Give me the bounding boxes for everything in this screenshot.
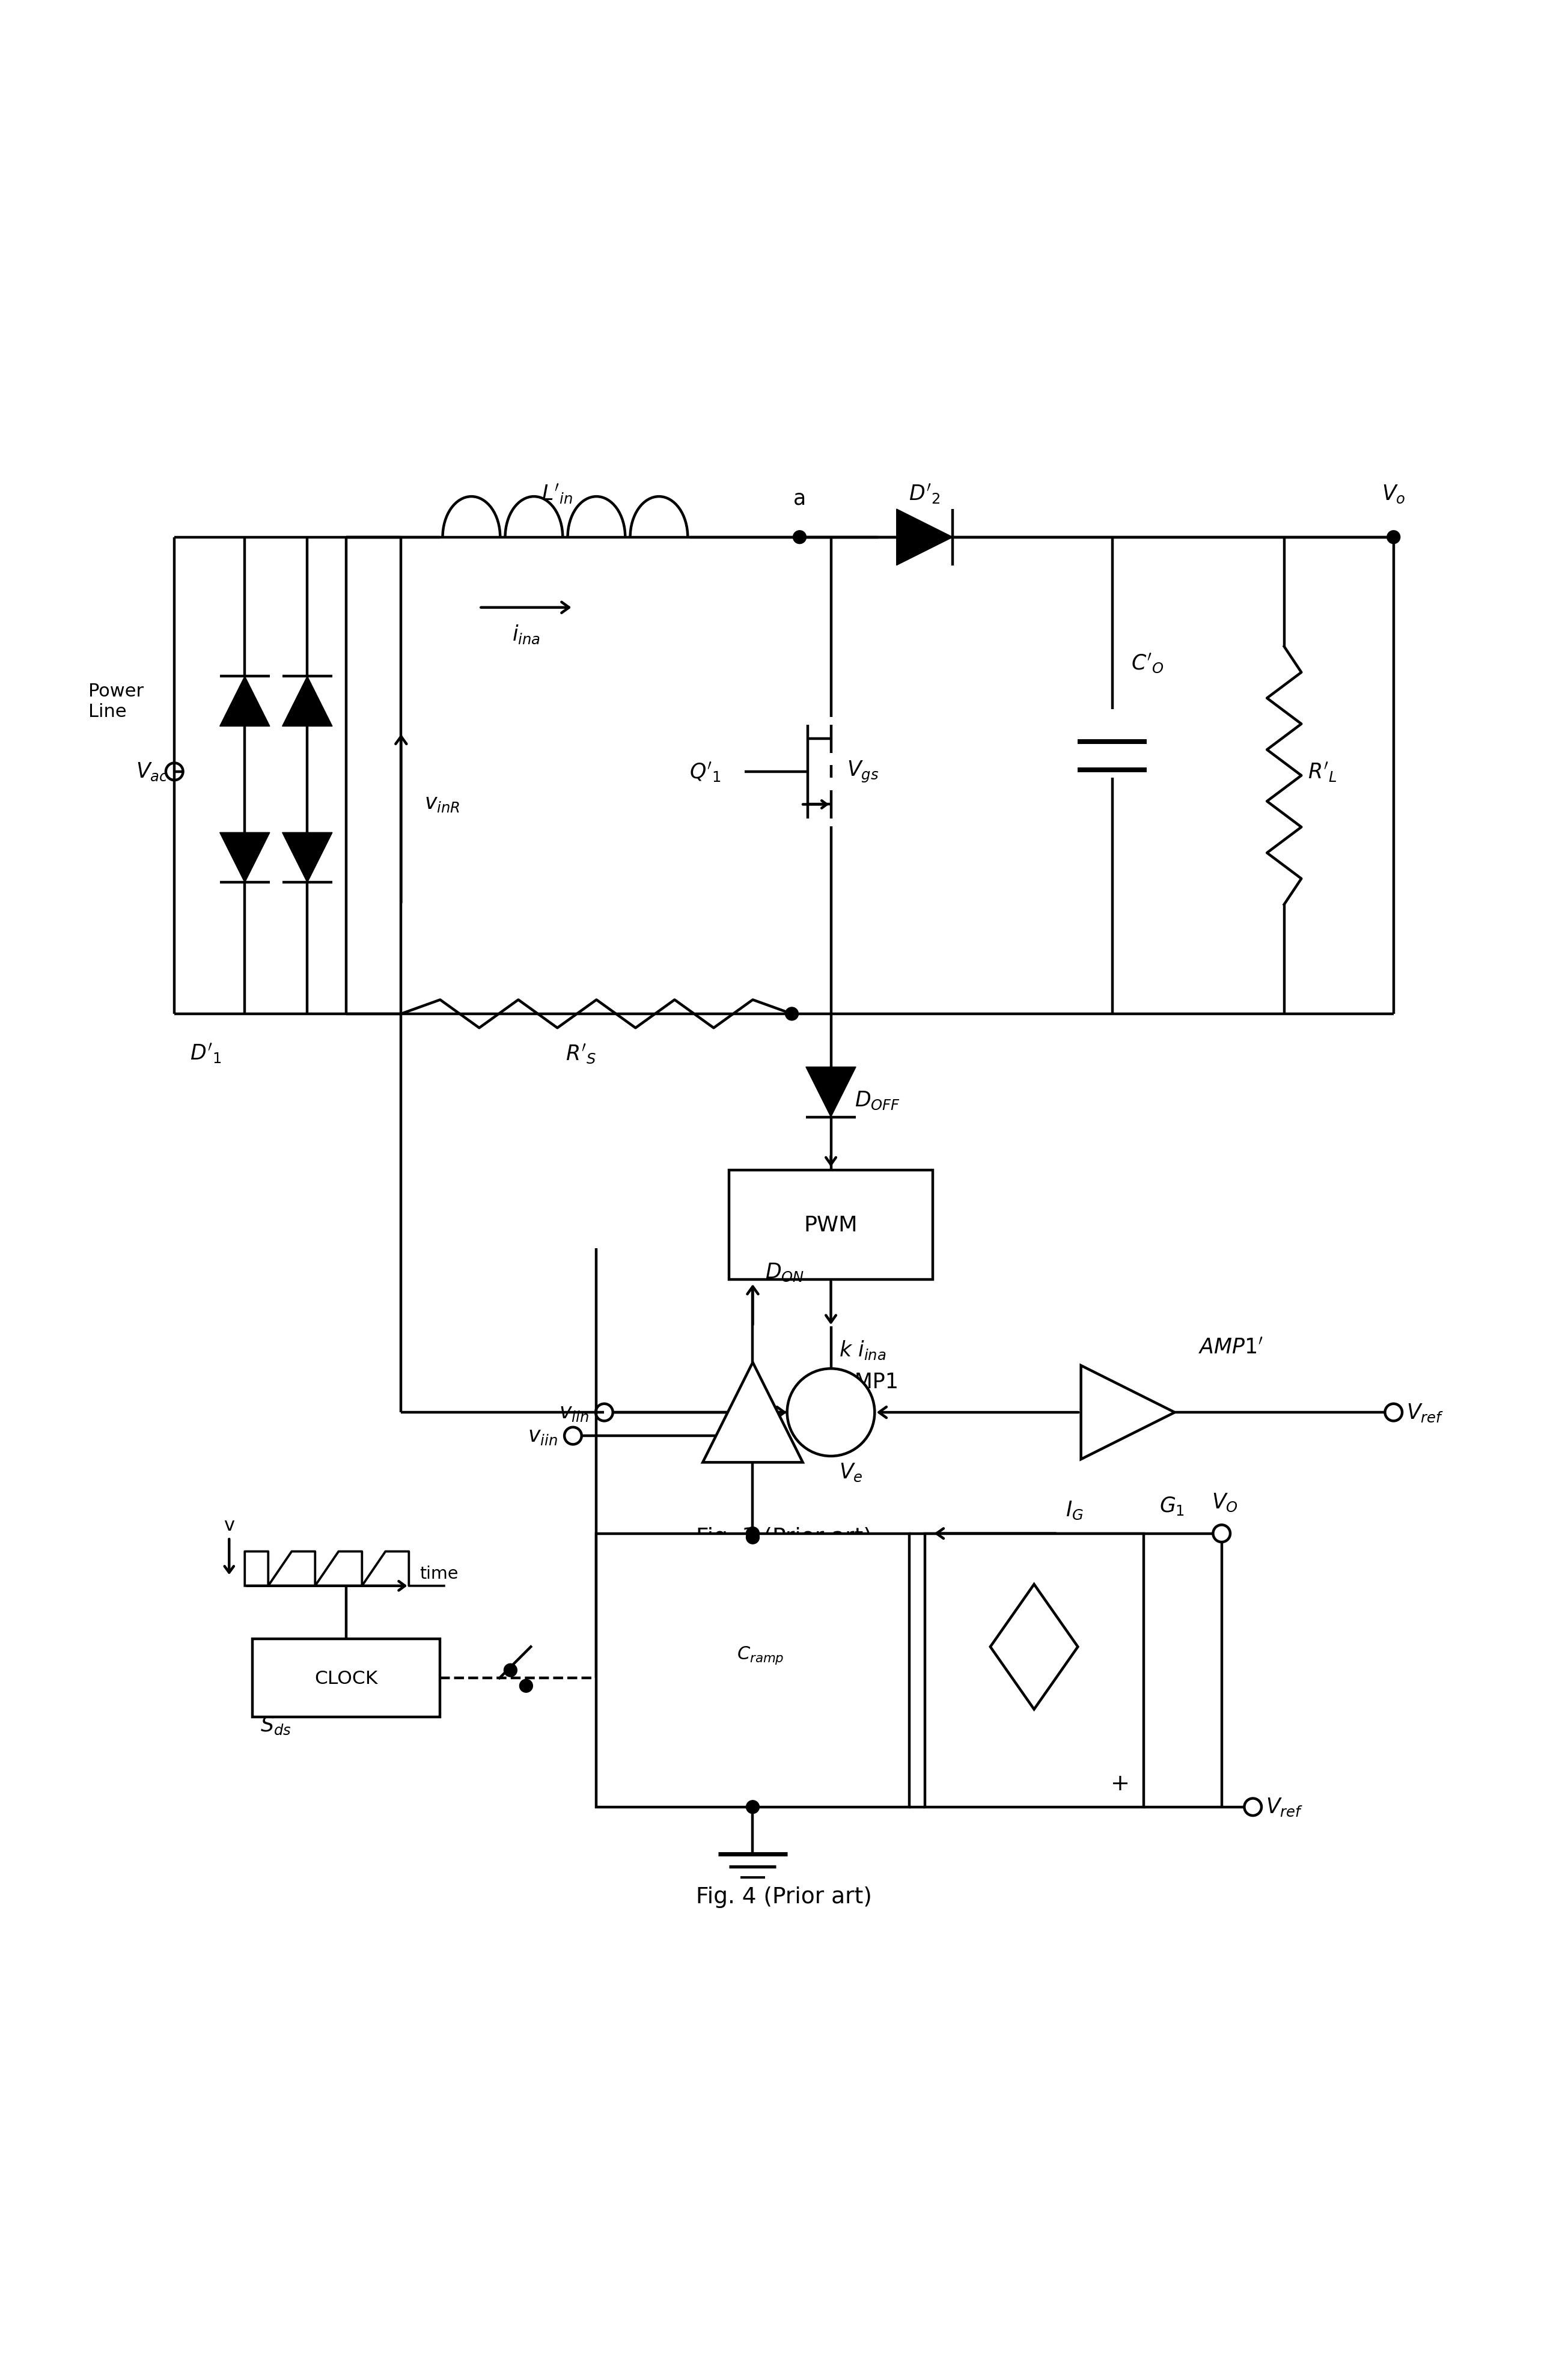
Polygon shape	[1080, 1366, 1174, 1459]
FancyBboxPatch shape	[925, 1535, 1143, 1807]
Text: $Q'_1$: $Q'_1$	[690, 761, 721, 783]
Text: $S_1$: $S_1$	[723, 1556, 745, 1577]
Text: Fig. 4 (Prior art): Fig. 4 (Prior art)	[696, 1886, 872, 1907]
Text: $i_{ina}$: $i_{ina}$	[513, 624, 541, 645]
Circle shape	[787, 1369, 875, 1456]
Polygon shape	[897, 510, 953, 565]
FancyBboxPatch shape	[252, 1639, 441, 1717]
Text: $V_{ref}$: $V_{ref}$	[1265, 1796, 1303, 1817]
Text: $v_{inR}$: $v_{inR}$	[425, 792, 459, 814]
Circle shape	[746, 1530, 759, 1544]
Text: CLOCK: CLOCK	[315, 1670, 378, 1686]
Circle shape	[746, 1800, 759, 1815]
Circle shape	[519, 1679, 533, 1694]
Text: PWM: PWM	[804, 1214, 858, 1236]
Polygon shape	[220, 676, 270, 726]
Text: $v_{iin}$: $v_{iin}$	[527, 1426, 557, 1447]
Polygon shape	[806, 1067, 856, 1117]
Text: $AMP1'$: $AMP1'$	[1198, 1338, 1262, 1357]
Polygon shape	[991, 1584, 1077, 1710]
FancyBboxPatch shape	[596, 1535, 909, 1807]
Text: v: v	[224, 1516, 235, 1535]
Text: $V_e$: $V_e$	[839, 1461, 862, 1482]
Circle shape	[1388, 531, 1400, 543]
Text: a: a	[793, 489, 806, 508]
Circle shape	[746, 1528, 759, 1539]
Text: $I_G$: $I_G$	[1065, 1499, 1083, 1520]
Text: $V_{gs}$: $V_{gs}$	[847, 759, 878, 785]
Text: +: +	[743, 1430, 762, 1452]
Text: $k\ i_{ina}$: $k\ i_{ina}$	[839, 1340, 886, 1362]
Circle shape	[503, 1663, 517, 1677]
Text: +: +	[1110, 1772, 1129, 1796]
Text: $C_{ramp}$: $C_{ramp}$	[737, 1644, 784, 1665]
Text: M: M	[822, 1402, 840, 1423]
Polygon shape	[282, 833, 332, 882]
Text: time: time	[420, 1566, 458, 1582]
Text: $D_{ON}$: $D_{ON}$	[765, 1262, 804, 1283]
Text: Power
Line: Power Line	[88, 683, 144, 721]
Text: $L'_{in}$: $L'_{in}$	[541, 482, 572, 505]
FancyBboxPatch shape	[729, 1169, 933, 1281]
Text: $D_{OFF}$: $D_{OFF}$	[855, 1089, 900, 1110]
Polygon shape	[282, 676, 332, 726]
Polygon shape	[220, 833, 270, 882]
Circle shape	[786, 1008, 798, 1020]
Text: $C'_O$: $C'_O$	[1131, 652, 1163, 674]
Text: $D'_1$: $D'_1$	[190, 1041, 221, 1065]
Polygon shape	[702, 1362, 803, 1464]
Text: $v_{iin}$: $v_{iin}$	[558, 1402, 588, 1423]
Text: $G_1$: $G_1$	[1159, 1494, 1184, 1516]
Text: $V_O$: $V_O$	[1212, 1492, 1239, 1513]
Text: $R'_S$: $R'_S$	[566, 1041, 596, 1065]
Text: $S_{ds}$: $S_{ds}$	[260, 1715, 292, 1736]
Text: $V_o$: $V_o$	[1381, 484, 1405, 505]
Circle shape	[793, 531, 806, 543]
Text: Fig. 3 (Prior art): Fig. 3 (Prior art)	[696, 1528, 872, 1549]
Text: COMP1: COMP1	[823, 1371, 898, 1392]
Text: $D'_2$: $D'_2$	[909, 482, 941, 505]
Text: $R'_L$: $R'_L$	[1308, 761, 1338, 783]
Text: $V_{ref}$: $V_{ref}$	[1406, 1402, 1444, 1423]
Text: $V_{ac}$: $V_{ac}$	[136, 761, 168, 783]
